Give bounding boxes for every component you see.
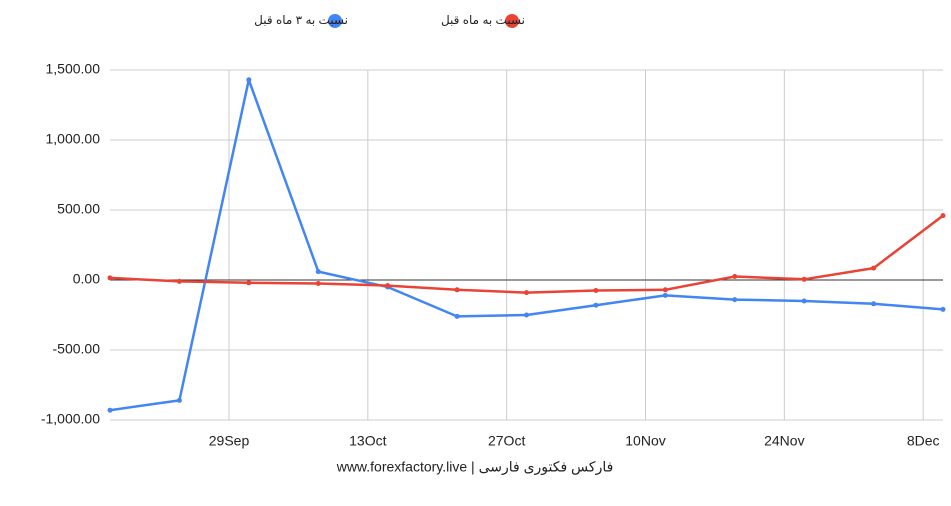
data-point [524, 312, 529, 318]
series-line [109, 214, 944, 294]
y-tick-label: -1,000.00 [41, 411, 100, 427]
data-point [107, 275, 113, 281]
data-point [176, 278, 182, 284]
data-point [315, 269, 321, 275]
x-tick-label: 27Oct [488, 433, 525, 449]
data-point [662, 292, 668, 298]
x-tick-label: 8Dec [907, 433, 940, 449]
data-point [662, 287, 668, 293]
data-point [454, 287, 460, 293]
y-tick-label: 1,000.00 [46, 131, 101, 147]
data-point [454, 313, 460, 319]
data-point [940, 306, 946, 312]
legend-swatch [328, 14, 342, 28]
data-point [315, 281, 321, 286]
data-point [871, 265, 877, 271]
data-point [940, 213, 946, 219]
x-tick-label: 29Sep [209, 433, 250, 449]
data-point [176, 397, 182, 403]
legend-label: نسبت به ۳ ماه قبل [254, 13, 348, 27]
data-point [732, 297, 738, 303]
series-line [109, 78, 944, 412]
y-tick-label: 0.00 [73, 271, 100, 287]
data-point [593, 302, 599, 308]
data-point [732, 274, 738, 279]
legend-label: نسبت به ماه قبل [441, 13, 525, 27]
data-point [385, 283, 391, 289]
x-tick-label: 13Oct [349, 433, 386, 449]
data-point [593, 288, 599, 293]
data-point [871, 301, 877, 307]
y-tick-label: -500.00 [53, 341, 101, 357]
data-point [246, 280, 252, 286]
x-tick-label: 24Nov [764, 433, 804, 449]
x-tick-label: 10Nov [625, 433, 665, 449]
data-point [801, 298, 807, 304]
data-point [107, 407, 113, 413]
data-point [801, 276, 807, 282]
footer: www.forexfactory.live | فارکس فکتوری فار… [336, 459, 614, 476]
data-point [524, 290, 529, 296]
legend-swatch [505, 14, 519, 28]
y-tick-label: 500.00 [57, 201, 100, 217]
y-tick-label: 1,500.00 [46, 61, 101, 77]
data-point [246, 77, 252, 83]
